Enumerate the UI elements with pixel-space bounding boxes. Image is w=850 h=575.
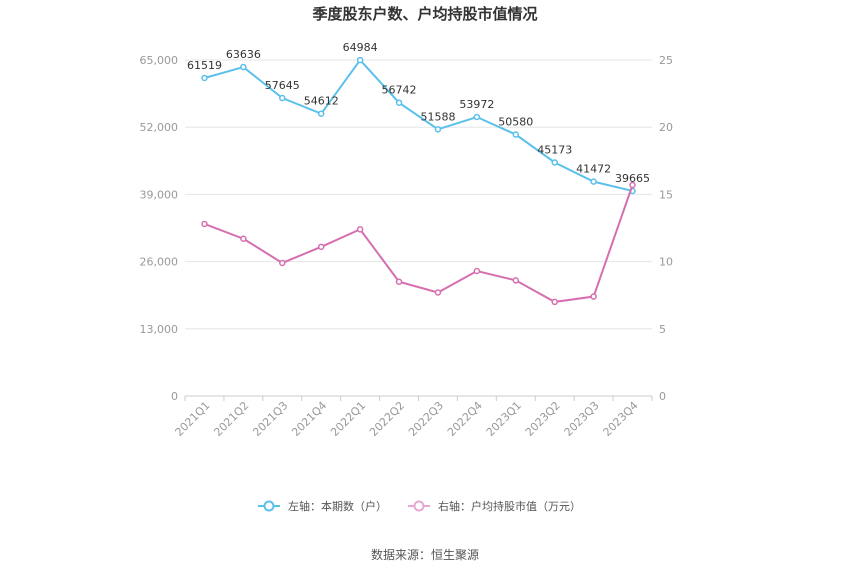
data-point-right[interactable]: [551, 298, 558, 306]
x-axis-tick-label: 2021Q2: [211, 399, 251, 439]
series-line-left: [204, 58, 633, 192]
data-point-right[interactable]: [279, 259, 286, 267]
legend-marker-left: [263, 500, 275, 512]
left-axis-tick: 52,000: [140, 121, 179, 134]
x-axis-tick-label: 2023Q2: [523, 399, 563, 439]
data-point-right[interactable]: [240, 235, 247, 243]
chart-title: 季度股东户数、户均持股市值情况: [312, 5, 537, 23]
data-label: 64984: [343, 41, 378, 54]
x-axis-tick-label: 2022Q1: [328, 399, 368, 439]
x-axis-tick-label: 2022Q2: [367, 399, 407, 439]
data-point-left[interactable]: [512, 131, 520, 138]
data-point-left[interactable]: [473, 113, 481, 121]
data-point-left[interactable]: [434, 126, 442, 133]
data-point-right[interactable]: [473, 267, 481, 275]
left-axis-tick: 65,000: [140, 54, 179, 67]
right-axis-tick: 0: [659, 390, 666, 403]
legend-label-left: 左轴：本期数（户）: [288, 499, 387, 513]
legend-item-left[interactable]: 左轴：本期数（户）: [258, 499, 387, 513]
data-label: 57645: [265, 79, 300, 92]
x-axis-tick-label: 2021Q4: [289, 399, 329, 439]
data-point-right[interactable]: [317, 243, 325, 251]
series-layer: [201, 56, 636, 306]
left-axis-tick: 26,000: [140, 256, 179, 269]
x-axis-tick-label: 2021Q3: [250, 399, 290, 439]
data-point-left[interactable]: [279, 94, 286, 102]
data-point-right[interactable]: [512, 277, 520, 284]
data-label: 53972: [459, 98, 494, 111]
right-axis-tick: 20: [659, 121, 673, 134]
data-point-left[interactable]: [240, 63, 247, 71]
x-axis-tick-label: 2022Q3: [406, 399, 446, 439]
data-point-right[interactable]: [629, 181, 636, 189]
right-axis-tick: 15: [659, 188, 673, 201]
x-axis-tick-label: 2023Q3: [562, 399, 602, 439]
legend: 左轴：本期数（户） 右轴：户均持股市值（万元）: [258, 499, 581, 513]
x-axis-tick-label: 2021Q1: [173, 399, 213, 439]
data-label: 50580: [498, 116, 533, 129]
grid-layer: [185, 59, 652, 330]
axis-layer: 0 0 13,000 5 26,000 10 39,000 15 52,000 20 65,000 2…: [140, 54, 674, 439]
left-axis-tick: 39,000: [140, 188, 179, 201]
data-label: 45173: [537, 143, 572, 156]
data-point-left[interactable]: [317, 110, 325, 117]
data-point-right[interactable]: [395, 278, 403, 286]
left-axis-tick: 0: [171, 390, 178, 403]
data-point-left[interactable]: [395, 99, 403, 106]
right-axis-tick: 25: [659, 54, 673, 67]
data-point-right[interactable]: [201, 220, 208, 228]
left-axis-tick: 13,000: [140, 323, 179, 336]
data-source: 数据来源：恒生聚源: [371, 547, 479, 562]
x-axis-tick-label: 2023Q1: [484, 399, 524, 439]
right-axis-tick: 5: [659, 323, 666, 336]
data-label: 56742: [382, 84, 417, 97]
data-point-left[interactable]: [590, 178, 597, 185]
right-axis-tick: 10: [659, 256, 673, 269]
data-label: 63636: [226, 48, 261, 61]
series-line-right: [204, 184, 634, 303]
data-label: 41472: [576, 163, 611, 176]
x-axis-tick-label: 2023Q4: [601, 399, 641, 439]
data-point-left[interactable]: [356, 56, 364, 64]
x-axis-tick-label: 2022Q4: [445, 399, 485, 439]
data-point-right[interactable]: [356, 226, 364, 233]
data-label: 51588: [420, 110, 455, 123]
data-label: 61519: [187, 59, 222, 72]
data-point-right[interactable]: [434, 289, 442, 296]
legend-item-right[interactable]: 右轴：户均持股市值（万元）: [408, 499, 581, 513]
data-label: 39665: [615, 172, 650, 185]
data-point-left[interactable]: [201, 74, 208, 82]
data-point-right[interactable]: [590, 293, 597, 300]
data-label: 54612: [304, 95, 339, 108]
legend-label-right: 右轴：户均持股市值（万元）: [438, 499, 581, 513]
data-point-left[interactable]: [551, 159, 558, 166]
legend-marker-right: [413, 500, 425, 512]
